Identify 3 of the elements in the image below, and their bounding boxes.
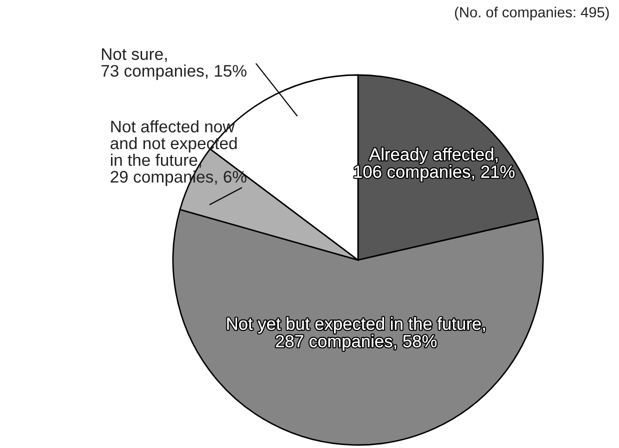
slice-label: Not yet but expected in the future, 287 companies, 58%	[227, 317, 485, 351]
slice-label: Not sure, 73 companies, 15%	[101, 48, 246, 80]
text: (No. of companies: 495)	[455, 6, 609, 20]
